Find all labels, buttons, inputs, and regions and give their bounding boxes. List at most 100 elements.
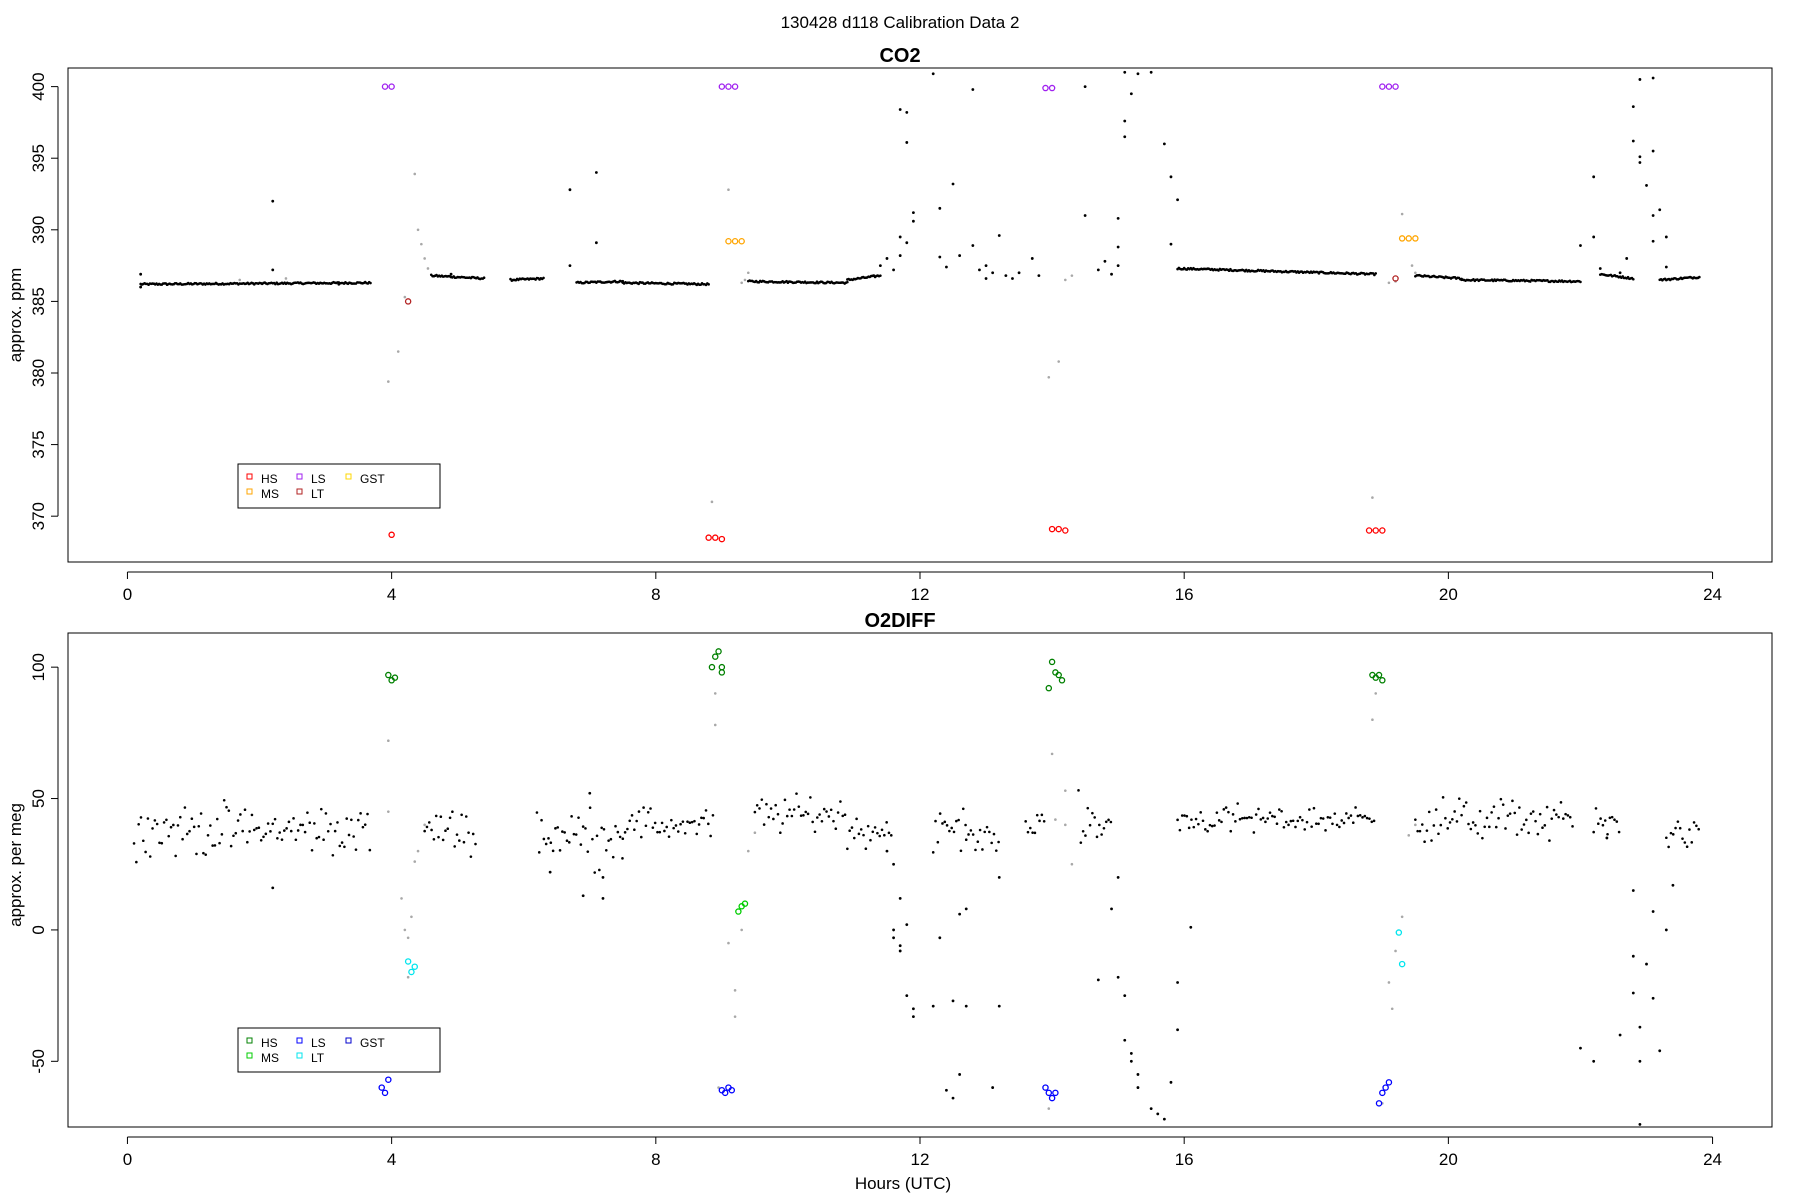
co2-data-point xyxy=(1698,275,1701,279)
o2diff-data-point xyxy=(1451,817,1454,821)
o2diff-data-point xyxy=(862,833,865,837)
o2diff-data-point xyxy=(991,1086,995,1089)
o2diff-data-point xyxy=(1692,821,1696,824)
o2diff-data-point xyxy=(1490,811,1493,814)
figure-title: 130428 d118 Calibration Data 2 xyxy=(781,13,1020,32)
o2diff-data-point xyxy=(709,834,712,838)
co2-y-tick-label: 390 xyxy=(29,216,48,244)
o2diff-data-point xyxy=(1555,813,1558,816)
o2diff-data-point xyxy=(1123,994,1127,998)
o2diff-data-point xyxy=(430,828,433,832)
o2diff-data-point xyxy=(990,841,993,845)
o2diff-data-point xyxy=(1247,815,1251,819)
co2-legend-lt-symbol xyxy=(296,488,303,495)
co2-data-point xyxy=(1579,244,1582,247)
o2diff-data-point xyxy=(964,1004,968,1008)
o2diff-data-point xyxy=(146,817,150,820)
co2-cal-ls-point xyxy=(731,83,739,90)
o2diff-data-point xyxy=(1669,831,1673,835)
o2diff-data-point xyxy=(1592,1059,1596,1063)
co2-data-point xyxy=(911,219,915,223)
o2diff-data-point xyxy=(283,829,286,832)
o2diff-data-point xyxy=(700,816,703,820)
o2diff-legend-hs: HS xyxy=(261,1036,278,1050)
o2diff-data-point xyxy=(331,853,335,857)
o2diff-data-point xyxy=(1190,818,1193,821)
o2diff-data-point xyxy=(806,812,810,816)
o2diff-data-point xyxy=(601,896,605,900)
o2diff-data-point xyxy=(1314,822,1318,825)
o2diff-data-point xyxy=(347,833,351,837)
co2-data-point xyxy=(369,281,372,285)
co2-data-point xyxy=(905,110,909,114)
o2diff-data-point xyxy=(931,851,935,854)
co2-y-tick-label: 375 xyxy=(29,430,48,458)
co2-legend-hs-symbol xyxy=(246,473,253,480)
o2diff-data-point xyxy=(570,815,573,818)
o2diff-data-point xyxy=(1536,832,1540,836)
o2diff-filtered-point xyxy=(717,1086,720,1089)
o2diff-data-point xyxy=(593,871,597,874)
o2diff-data-point xyxy=(469,855,473,858)
o2diff-data-point xyxy=(1651,910,1655,913)
o2diff-data-point xyxy=(665,825,669,829)
co2-x-tick-label: 12 xyxy=(911,585,930,604)
o2diff-data-point xyxy=(584,827,587,830)
o2diff-data-point xyxy=(859,828,863,831)
co2-panel: CO2 0 4 8 12 16 20 24 370 375 380 385 390 395 400 ap… xyxy=(6,45,1773,604)
o2diff-data-point xyxy=(1592,830,1595,834)
o2diff-data-point xyxy=(832,819,835,823)
co2-filtered-point xyxy=(387,380,390,383)
o2diff-data-point xyxy=(598,868,601,872)
o2diff-data-point xyxy=(1194,817,1198,821)
o2diff-data-point xyxy=(467,831,470,834)
o2diff-data-point xyxy=(679,822,682,826)
o2diff-data-point xyxy=(765,802,768,806)
o2diff-data-point xyxy=(931,1004,935,1008)
o2diff-data-point xyxy=(1365,816,1369,820)
co2-data-point xyxy=(905,141,909,144)
o2diff-cal-lt-point xyxy=(1395,929,1403,936)
o2diff-data-point xyxy=(1618,1033,1622,1037)
co2-y-tick-label: 400 xyxy=(29,72,48,100)
co2-filtered-point xyxy=(710,500,714,504)
co2-data-point xyxy=(1651,239,1655,243)
o2diff-data-point xyxy=(769,807,773,810)
o2diff-data-point xyxy=(776,812,780,816)
o2diff-filtered-point xyxy=(740,928,743,932)
o2diff-filtered-point xyxy=(1407,834,1411,837)
o2diff-data-point xyxy=(670,818,673,822)
co2-data-point xyxy=(1632,277,1635,281)
co2-data-point xyxy=(997,234,1001,237)
o2diff-data-point xyxy=(1340,819,1344,822)
co2-cal-hs-point xyxy=(388,531,395,539)
o2diff-data-point xyxy=(841,814,845,818)
o2diff-data-point xyxy=(458,839,461,842)
o2diff-data-point xyxy=(1026,830,1030,834)
o2diff-data-point xyxy=(1236,802,1239,805)
o2diff-data-point xyxy=(1501,803,1505,806)
o2diff-data-point xyxy=(549,841,553,845)
o2diff-data-point xyxy=(690,820,694,824)
o2diff-data-point xyxy=(160,841,164,845)
o2diff-data-point xyxy=(313,822,316,825)
o2diff-data-point xyxy=(192,825,196,829)
o2diff-data-point xyxy=(1559,801,1563,804)
o2diff-data-point xyxy=(1220,820,1223,824)
co2-filtered-point xyxy=(403,295,407,299)
o2diff-data-point xyxy=(1183,814,1186,817)
o2diff-data-point xyxy=(997,1004,1001,1008)
o2diff-data-point xyxy=(227,809,231,812)
o2diff-data-point xyxy=(1109,820,1113,824)
co2-x-tick-label: 8 xyxy=(651,585,660,604)
o2diff-data-point xyxy=(588,791,592,795)
o2diff-data-point xyxy=(329,822,332,826)
o2diff-data-point xyxy=(1129,1052,1133,1055)
o2diff-legend-gst-symbol xyxy=(345,1037,352,1044)
co2-x-tick-label: 16 xyxy=(1175,585,1194,604)
co2-cal-hs-point xyxy=(1048,525,1056,533)
co2-cal-hs-point xyxy=(718,535,726,543)
o2diff-data-point xyxy=(1093,816,1096,819)
o2diff-data-point xyxy=(961,807,965,811)
o2diff-data-point xyxy=(1268,811,1272,814)
